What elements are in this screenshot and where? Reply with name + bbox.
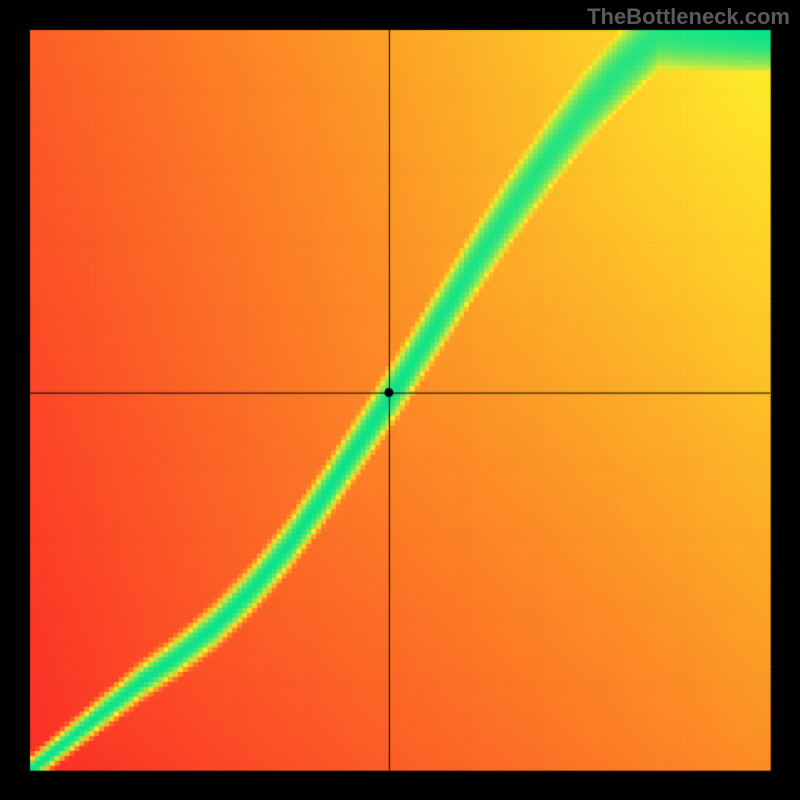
bottleneck-heatmap bbox=[0, 0, 800, 800]
watermark-text: TheBottleneck.com bbox=[587, 4, 790, 30]
plot-container: TheBottleneck.com bbox=[0, 0, 800, 800]
